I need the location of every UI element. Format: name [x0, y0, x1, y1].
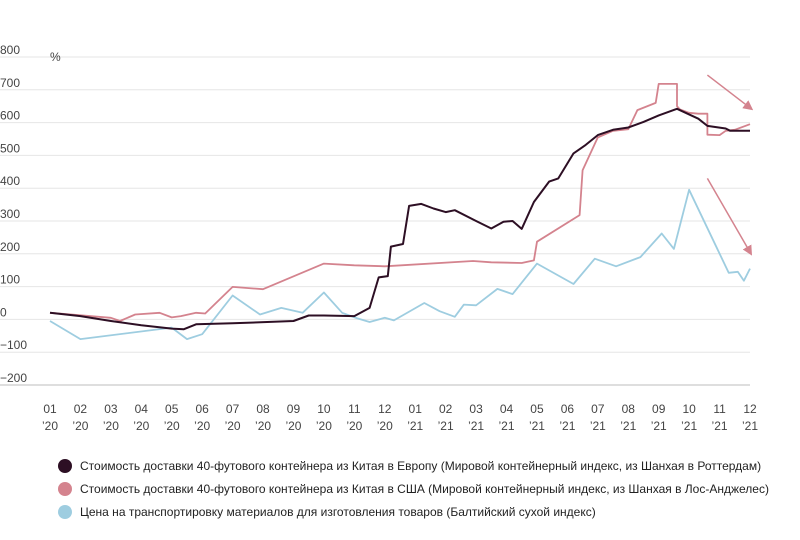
x-tick-month: 09: [287, 402, 301, 416]
series-line-usa: [49, 83, 751, 322]
x-tick-month: 07: [591, 402, 605, 416]
x-tick-month: 06: [195, 402, 209, 416]
legend-label-baltic: Цена на транспортировку материалов для и…: [80, 504, 596, 519]
x-tick-month: 04: [500, 402, 514, 416]
x-tick-month: 11: [348, 402, 361, 416]
x-tick-year: ’21: [712, 419, 728, 433]
y-axis-label: %: [50, 50, 61, 64]
x-tick-year: ’21: [468, 419, 484, 433]
x-tick-year: ’20: [164, 419, 180, 433]
x-tick-year: ’20: [285, 419, 301, 433]
x-tick-year: ’20: [255, 419, 271, 433]
y-tick-label: −200: [0, 371, 27, 385]
x-tick-month: 01: [43, 402, 57, 416]
y-tick-label: −100: [0, 338, 27, 352]
legend: Стоимость доставки 40-футового контейнер…: [58, 455, 769, 524]
y-tick-label: 500: [0, 141, 20, 155]
series-line-europe: [49, 107, 750, 331]
trend-arrows: [706, 74, 754, 256]
y-tick-label: 100: [0, 273, 20, 287]
y-gridlines: [0, 56, 750, 386]
x-tick-month: 12: [378, 402, 392, 416]
x-tick-year: ’21: [681, 419, 697, 433]
x-tick-month: 09: [652, 402, 666, 416]
y-axis-ticks: 800 700 600 500 400 300 200 100 0 −100 −200: [0, 43, 27, 385]
y-tick-label: 600: [0, 109, 20, 123]
x-tick-month: 08: [622, 402, 636, 416]
legend-marker-europe: [58, 458, 72, 473]
x-tick-year: ’20: [103, 419, 119, 433]
x-tick-year: ’21: [742, 419, 758, 433]
x-tick-month: 10: [317, 402, 331, 416]
x-tick-month: 11: [713, 402, 726, 416]
legend-marker-baltic: [58, 504, 72, 519]
x-tick-year: ’21: [499, 419, 515, 433]
y-tick-label: 0: [0, 305, 7, 319]
x-tick-year: ’21: [407, 419, 423, 433]
x-tick-year: ’20: [194, 419, 210, 433]
x-tick-year: ’21: [651, 419, 667, 433]
y-tick-label: 700: [0, 76, 20, 90]
x-tick-month: 12: [743, 402, 757, 416]
x-tick-year: ’20: [42, 419, 58, 433]
x-tick-month: 07: [226, 402, 240, 416]
x-tick-month: 02: [439, 402, 453, 416]
x-tick-month: 03: [104, 402, 118, 416]
x-tick-year: ’20: [316, 419, 332, 433]
x-tick-year: ’21: [620, 419, 636, 433]
x-tick-year: ’20: [346, 419, 362, 433]
legend-item-baltic: Цена на транспортировку материалов для и…: [58, 501, 769, 522]
x-tick-month: 03: [469, 402, 483, 416]
legend-marker-usa: [58, 481, 72, 496]
x-tick-year: ’21: [529, 419, 545, 433]
trend-arrow-2: [706, 177, 753, 256]
series-lines: [49, 83, 751, 341]
x-tick-year: ’20: [377, 419, 393, 433]
x-tick-year: ’20: [72, 419, 88, 433]
legend-label-usa: Стоимость доставки 40-футового контейнер…: [80, 481, 769, 496]
x-tick-month: 01: [409, 402, 423, 416]
legend-item-europe: Стоимость доставки 40-футового контейнер…: [58, 455, 769, 476]
x-tick-year: ’20: [225, 419, 241, 433]
y-tick-label: 400: [0, 174, 20, 188]
x-tick-month: 04: [135, 402, 149, 416]
x-tick-year: ’21: [590, 419, 606, 433]
x-axis-ticks: 01 ’20 02 ’20 03 ’20 04 ’20 05 ’20 06 ’20 07 ’20 08 ’20…: [42, 402, 758, 433]
x-tick-month: 02: [74, 402, 88, 416]
series-line-baltic: [49, 188, 751, 341]
y-tick-label: 200: [0, 240, 20, 254]
x-tick-year: ’21: [559, 419, 575, 433]
x-tick-year: ’20: [133, 419, 149, 433]
x-tick-month: 06: [561, 402, 575, 416]
trend-arrow-1: [706, 74, 754, 111]
x-tick-month: 05: [165, 402, 179, 416]
legend-item-usa: Стоимость доставки 40-футового контейнер…: [58, 478, 769, 499]
x-tick-month: 08: [256, 402, 270, 416]
x-tick-month: 10: [682, 402, 696, 416]
legend-label-europe: Стоимость доставки 40-футового контейнер…: [80, 458, 762, 473]
x-tick-month: 05: [530, 402, 544, 416]
y-tick-label: 300: [0, 207, 20, 221]
y-tick-label: 800: [0, 43, 20, 57]
x-tick-year: ’21: [438, 419, 454, 433]
